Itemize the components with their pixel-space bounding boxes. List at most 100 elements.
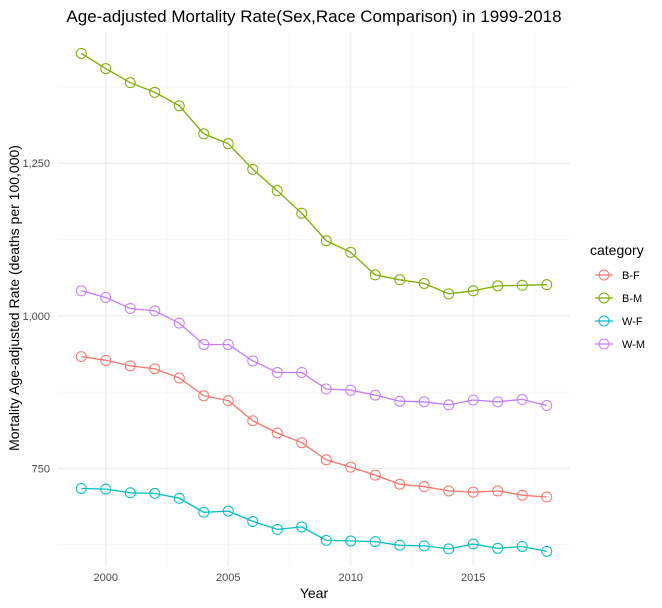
data-point <box>247 163 259 175</box>
x-axis: 2000 2005 2010 2015 <box>94 572 486 584</box>
data-point <box>345 461 357 473</box>
data-point <box>149 305 161 317</box>
data-point <box>247 415 259 427</box>
data-point <box>124 487 136 499</box>
data-point <box>443 485 455 497</box>
legend-title: category <box>590 242 644 258</box>
data-point <box>516 489 528 501</box>
legend: category B-F B-M W-F W-M <box>590 242 645 351</box>
data-point <box>467 486 479 498</box>
data-point <box>271 185 283 197</box>
data-point <box>467 394 479 406</box>
data-point <box>198 128 210 140</box>
data-point <box>100 63 112 75</box>
data-point <box>173 372 185 384</box>
x-tick-label: 2005 <box>216 572 240 584</box>
data-point <box>149 487 161 499</box>
data-point <box>492 396 504 408</box>
data-point <box>492 485 504 497</box>
legend-label: W-F <box>622 316 643 328</box>
data-point <box>296 521 308 533</box>
data-point <box>100 483 112 495</box>
data-point <box>418 396 430 408</box>
series-w-m <box>75 285 553 411</box>
data-point <box>222 138 234 150</box>
series-b-m <box>75 47 553 300</box>
data-point <box>394 539 406 551</box>
data-point <box>443 288 455 300</box>
data-point <box>100 354 112 366</box>
data-point <box>124 302 136 314</box>
legend-label: B-F <box>622 270 640 282</box>
data-point <box>173 100 185 112</box>
legend-label: B-M <box>622 293 642 305</box>
legend-key-point <box>598 269 610 281</box>
y-axis: 750 1,000 1,250 <box>22 158 50 475</box>
data-point <box>124 360 136 372</box>
legend-key-point <box>598 315 610 327</box>
chart-title: Age-adjusted Mortality Rate(Sex,Race Com… <box>66 7 561 26</box>
series-w-f <box>75 482 553 557</box>
data-point <box>418 481 430 493</box>
plot-series <box>75 47 553 557</box>
data-point <box>320 454 332 466</box>
data-point <box>222 338 234 350</box>
series-line <box>81 356 547 498</box>
data-point <box>369 536 381 548</box>
data-point <box>467 538 479 550</box>
data-point <box>394 395 406 407</box>
data-point <box>541 279 553 291</box>
data-point <box>418 277 430 289</box>
data-point <box>345 535 357 547</box>
x-tick-label: 2010 <box>339 572 363 584</box>
data-point <box>492 542 504 554</box>
data-point <box>345 246 357 258</box>
data-point <box>75 285 87 297</box>
data-point <box>296 367 308 379</box>
data-point <box>247 515 259 527</box>
x-tick-label: 2015 <box>461 572 485 584</box>
data-point <box>198 338 210 350</box>
data-point <box>369 469 381 481</box>
data-point <box>443 543 455 555</box>
data-point <box>149 86 161 98</box>
x-axis-title: Year <box>300 585 329 601</box>
legend-label: W-M <box>622 339 645 351</box>
data-point <box>345 384 357 396</box>
data-point <box>394 274 406 286</box>
data-point <box>369 389 381 401</box>
data-point <box>124 77 136 89</box>
data-point <box>247 355 259 367</box>
data-point <box>320 235 332 247</box>
legend-item: B-F <box>595 269 640 282</box>
data-point <box>198 506 210 518</box>
data-point <box>320 383 332 395</box>
y-tick-label: 1,000 <box>22 311 50 323</box>
data-point <box>173 317 185 329</box>
data-point <box>100 291 112 303</box>
y-tick-label: 1,250 <box>22 158 50 170</box>
data-point <box>75 47 87 59</box>
legend-key-point <box>598 338 610 350</box>
data-point <box>443 399 455 411</box>
legend-item: B-M <box>595 292 642 305</box>
plot-grid <box>58 32 570 566</box>
data-point <box>541 399 553 411</box>
data-point <box>271 427 283 439</box>
data-point <box>271 367 283 379</box>
x-tick-label: 2000 <box>94 572 118 584</box>
data-point <box>296 207 308 219</box>
data-point <box>320 534 332 546</box>
data-point <box>516 540 528 552</box>
data-point <box>492 280 504 292</box>
data-point <box>149 363 161 375</box>
data-point <box>394 478 406 490</box>
data-point <box>173 492 185 504</box>
data-point <box>369 269 381 281</box>
data-point <box>222 395 234 407</box>
data-point <box>516 393 528 405</box>
data-point <box>541 545 553 557</box>
data-point <box>75 351 87 363</box>
legend-item: W-M <box>595 338 645 351</box>
